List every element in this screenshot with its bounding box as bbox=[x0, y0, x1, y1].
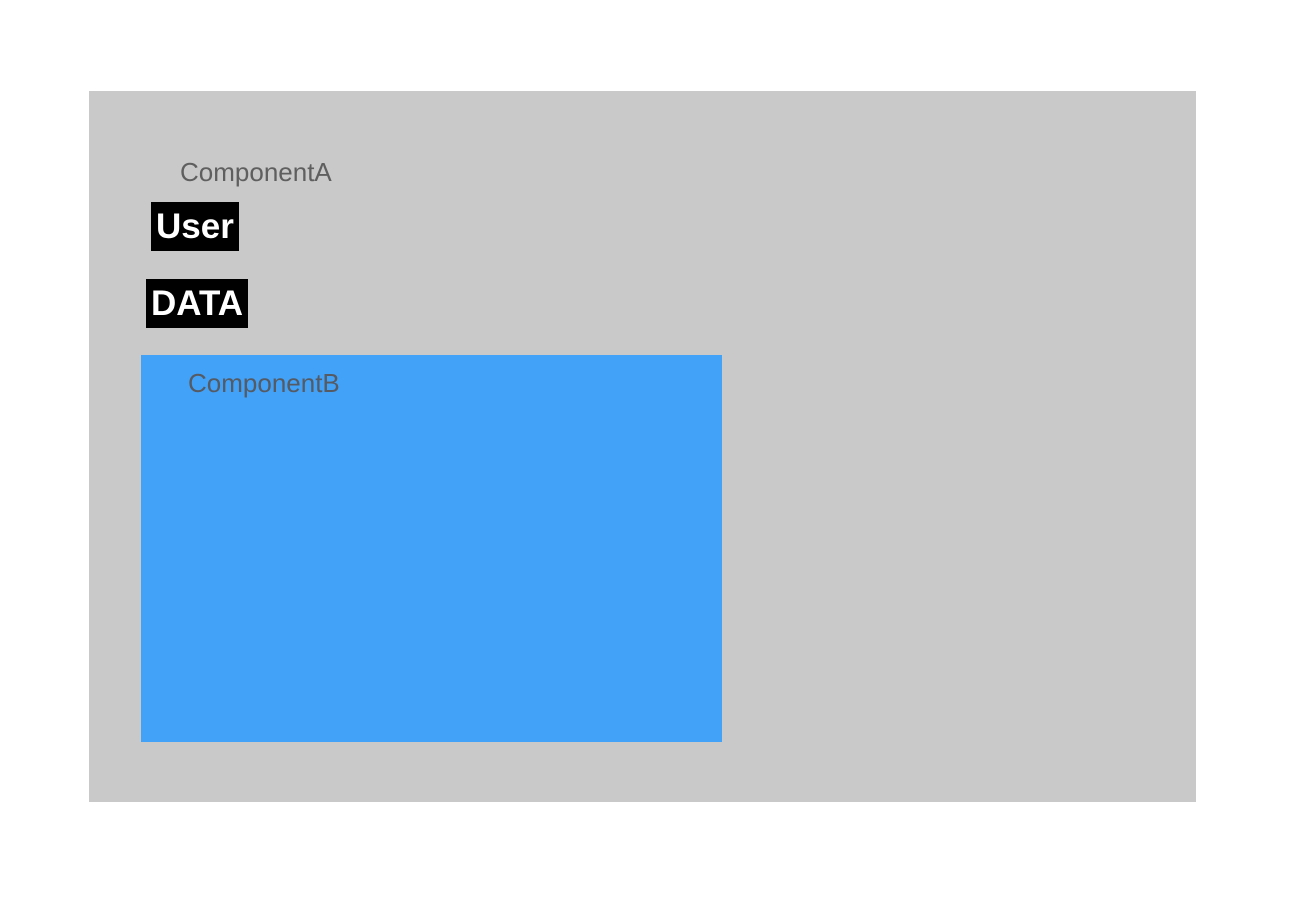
user-tag: User bbox=[151, 202, 239, 251]
data-tag: DATA bbox=[146, 279, 249, 328]
component-a-label: ComponentA bbox=[180, 157, 332, 187]
component-b-label: ComponentB bbox=[188, 368, 340, 398]
component-b-box: ComponentB bbox=[141, 355, 722, 742]
component-a-box: ComponentA User DATA ComponentB bbox=[89, 91, 1196, 802]
